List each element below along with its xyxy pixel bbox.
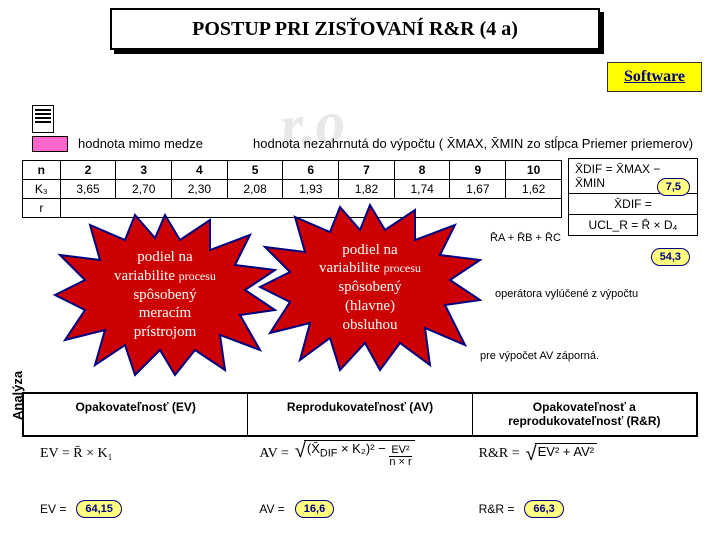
legend-left: hodnota mimo medze — [78, 136, 203, 151]
rr-value: 66,3 — [524, 500, 563, 518]
ev-burst-text: podiel na variabilite procesu spôsobený … — [73, 248, 257, 342]
title-box: POSTUP PRI ZISŤOVANÍ R&R (4 a) — [110, 8, 600, 50]
partial-zaporna: pre výpočet AV záporná. — [480, 350, 599, 362]
right-formula-block: X̄DIF = X̄MAX − X̄MIN X̄DIF = UCL_R = R̄… — [568, 158, 698, 236]
legend-row: hodnota mimo medze hodnota nezahrnutá do… — [78, 136, 693, 151]
partial-operatora: operátora vylúčené z výpočtu — [495, 288, 638, 300]
av-result: AV = 16,6 — [259, 500, 478, 518]
partial-formula: R̄A + R̄B + R̄C — [490, 232, 561, 244]
table-row: K₃ 3,65 2,70 2,30 2,08 1,93 1,82 1,74 1,… — [23, 180, 562, 199]
result-row: EV = 64,15 AV = 16,6 R&R = 66,3 — [40, 500, 698, 518]
col-av-header: Reprodukovateľnosť (AV) — [248, 394, 472, 435]
col-rr-header: Opakovateľnosť a reprodukovateľnosť (R&R… — [473, 394, 696, 435]
page-title: POSTUP PRI ZISŤOVANÍ R&R (4 a) — [192, 18, 518, 41]
analyza-label: Analýza — [10, 371, 25, 420]
av-value: 16,6 — [295, 500, 334, 518]
legend-right: hodnota nezahrnutá do výpočtu ( X̄MAX, X… — [253, 136, 693, 151]
ev-value: 64,15 — [76, 500, 122, 518]
analysis-headers: Opakovateľnosť (EV) Reprodukovateľnosť (… — [22, 392, 698, 437]
av-burst-text: podiel na variabilite procesu spôsobený … — [278, 241, 462, 335]
ucl-value: 54,3 — [651, 248, 690, 266]
software-label: Software — [624, 68, 685, 86]
xdif-value: 7,5 — [657, 178, 690, 196]
out-of-range-legend-swatch — [32, 136, 68, 152]
formula-xdif-val: X̄DIF = — [568, 193, 698, 214]
ev-burst: podiel na variabilite procesu spôsobený … — [50, 210, 280, 380]
rr-formula: R&R = EV² + AV² — [479, 440, 698, 468]
table-header-row: n 2 3 4 5 6 7 8 9 10 — [23, 161, 562, 180]
software-button[interactable]: Software — [607, 62, 702, 92]
formula-uclr: UCL_R = R̄ × D₄ — [568, 214, 698, 236]
rr-result: R&R = 66,3 — [479, 500, 698, 518]
av-formula: AV = (X̄DIF × K₂)² − EV²n × r — [259, 440, 478, 468]
av-burst: podiel na variabilite procesu spôsobený … — [255, 200, 485, 375]
col-ev-header: Opakovateľnosť (EV) — [24, 394, 248, 435]
ev-formula: EV = R̄ × K₁ — [40, 440, 259, 468]
ev-result: EV = 64,15 — [40, 500, 259, 518]
formula-row: EV = R̄ × K₁ AV = (X̄DIF × K₂)² − EV²n ×… — [40, 440, 698, 468]
document-icon — [32, 105, 54, 133]
